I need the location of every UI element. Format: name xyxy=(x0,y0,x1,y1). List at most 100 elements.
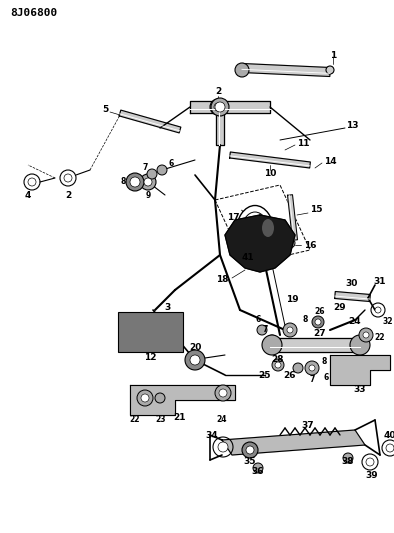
Text: 19: 19 xyxy=(286,295,298,304)
Text: 29: 29 xyxy=(334,303,346,312)
Text: 8: 8 xyxy=(322,358,327,367)
Circle shape xyxy=(235,63,249,77)
Text: 15: 15 xyxy=(310,206,322,214)
Text: 40: 40 xyxy=(384,432,394,440)
Circle shape xyxy=(343,453,353,463)
Circle shape xyxy=(140,174,156,190)
Polygon shape xyxy=(130,385,235,415)
Circle shape xyxy=(272,359,284,371)
Text: 9: 9 xyxy=(145,190,151,199)
Bar xyxy=(118,312,183,352)
Text: 7: 7 xyxy=(142,164,148,173)
Circle shape xyxy=(185,350,205,370)
Text: 8J06800: 8J06800 xyxy=(10,8,57,18)
Text: 1: 1 xyxy=(330,51,336,60)
Text: 6: 6 xyxy=(168,159,174,168)
Circle shape xyxy=(141,394,149,402)
Circle shape xyxy=(350,335,370,355)
Circle shape xyxy=(315,319,321,325)
Circle shape xyxy=(144,178,152,186)
Circle shape xyxy=(375,307,381,313)
Text: 33: 33 xyxy=(354,385,366,394)
Circle shape xyxy=(363,332,369,338)
Ellipse shape xyxy=(236,206,274,261)
Text: 7: 7 xyxy=(262,326,268,335)
Polygon shape xyxy=(230,152,310,168)
Text: 41: 41 xyxy=(242,254,254,262)
Text: 26: 26 xyxy=(284,370,296,379)
Text: 8: 8 xyxy=(302,316,308,325)
Text: 22: 22 xyxy=(130,416,140,424)
Text: 5: 5 xyxy=(102,106,108,115)
Circle shape xyxy=(219,389,227,397)
Ellipse shape xyxy=(262,219,274,237)
Text: 34: 34 xyxy=(206,432,218,440)
Circle shape xyxy=(285,238,295,248)
Polygon shape xyxy=(190,101,270,113)
Polygon shape xyxy=(119,110,181,133)
Circle shape xyxy=(214,103,222,111)
Text: 18: 18 xyxy=(216,276,228,285)
Circle shape xyxy=(215,102,225,112)
Circle shape xyxy=(275,362,281,368)
Text: 2: 2 xyxy=(215,87,221,96)
Circle shape xyxy=(257,325,267,335)
Circle shape xyxy=(147,169,157,179)
Circle shape xyxy=(326,66,334,74)
Text: 28: 28 xyxy=(272,356,284,365)
Circle shape xyxy=(262,335,282,355)
Polygon shape xyxy=(330,355,390,385)
Polygon shape xyxy=(222,430,365,455)
Polygon shape xyxy=(216,107,224,145)
Circle shape xyxy=(283,323,297,337)
Circle shape xyxy=(211,98,229,116)
Text: 38: 38 xyxy=(342,457,354,466)
Circle shape xyxy=(218,442,228,452)
Circle shape xyxy=(64,174,72,182)
Text: 36: 36 xyxy=(252,467,264,477)
Text: 11: 11 xyxy=(297,139,309,148)
Circle shape xyxy=(155,393,165,403)
Text: 7: 7 xyxy=(309,376,315,384)
Polygon shape xyxy=(242,63,330,77)
Circle shape xyxy=(366,458,374,466)
Polygon shape xyxy=(335,292,370,302)
Text: 8: 8 xyxy=(120,177,126,187)
Text: 26: 26 xyxy=(315,308,325,317)
Ellipse shape xyxy=(241,212,269,254)
Text: 39: 39 xyxy=(366,472,378,481)
Text: 31: 31 xyxy=(374,278,386,287)
Circle shape xyxy=(386,444,394,452)
Circle shape xyxy=(293,363,303,373)
Circle shape xyxy=(267,335,277,345)
Text: 10: 10 xyxy=(264,168,276,177)
Circle shape xyxy=(137,390,153,406)
Circle shape xyxy=(28,178,36,186)
Text: 30: 30 xyxy=(346,279,358,287)
Circle shape xyxy=(190,355,200,365)
Text: 20: 20 xyxy=(189,343,201,352)
Circle shape xyxy=(130,177,140,187)
Circle shape xyxy=(157,165,167,175)
Text: 22: 22 xyxy=(375,334,385,343)
Text: 37: 37 xyxy=(302,421,314,430)
Circle shape xyxy=(210,99,226,115)
Text: 4: 4 xyxy=(25,191,31,200)
Text: 6: 6 xyxy=(255,316,260,325)
Text: 25: 25 xyxy=(259,370,271,379)
Text: 17: 17 xyxy=(227,214,239,222)
Circle shape xyxy=(312,316,324,328)
Circle shape xyxy=(246,446,254,454)
Text: 32: 32 xyxy=(383,318,393,327)
Text: 12: 12 xyxy=(144,353,156,362)
Circle shape xyxy=(242,442,258,458)
Text: 13: 13 xyxy=(346,122,358,131)
Text: 16: 16 xyxy=(304,240,316,249)
Text: 23: 23 xyxy=(156,416,166,424)
Circle shape xyxy=(359,328,373,342)
Text: 14: 14 xyxy=(324,157,336,166)
Polygon shape xyxy=(288,195,297,240)
Text: 27: 27 xyxy=(314,328,326,337)
Circle shape xyxy=(309,365,315,371)
Circle shape xyxy=(215,385,231,401)
